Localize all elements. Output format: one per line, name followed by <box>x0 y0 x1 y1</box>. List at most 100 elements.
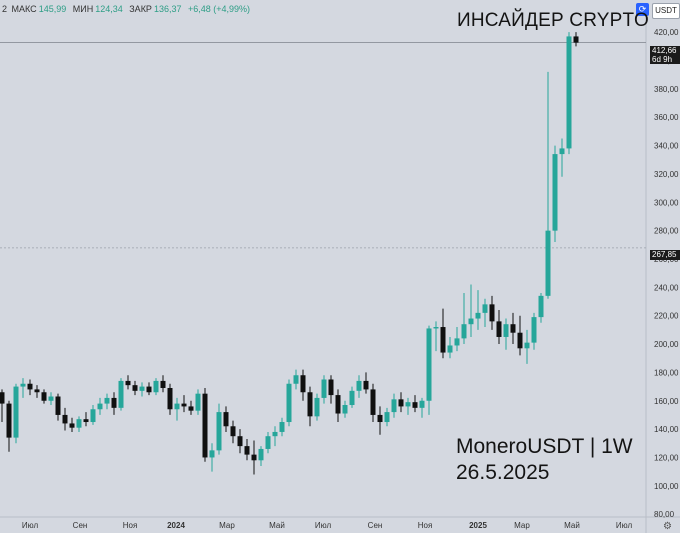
candle-body <box>573 36 579 43</box>
candle-body <box>13 386 19 438</box>
candle-body <box>356 380 362 391</box>
candle-body <box>510 324 516 333</box>
candle-body <box>433 327 439 329</box>
candle-body <box>62 414 68 424</box>
candle-body <box>174 403 180 410</box>
candle-body <box>349 390 355 406</box>
candle-body <box>468 318 474 325</box>
candle-body <box>55 396 61 415</box>
y-tick-label: 420,00 <box>654 28 679 37</box>
candle-body <box>41 392 47 401</box>
candle-body <box>139 386 145 391</box>
high-value: 145,99 <box>38 4 67 14</box>
candle-body <box>328 379 334 396</box>
candle-body <box>517 332 523 349</box>
y-tick-label: 380,00 <box>654 85 679 94</box>
x-tick-label: Сен <box>368 521 383 530</box>
candle-body <box>447 345 453 353</box>
candle-body <box>363 380 369 390</box>
candle-body <box>230 426 236 437</box>
candle-body <box>503 324 509 337</box>
y-tick-label: 320,00 <box>654 170 679 179</box>
y-tick-label: 300,00 <box>654 198 679 207</box>
candle-body <box>76 419 82 428</box>
candle-body <box>111 397 117 408</box>
candle-body <box>405 402 411 407</box>
candle-body <box>489 304 495 322</box>
y-tick-label: 220,00 <box>654 312 679 321</box>
candle-body <box>244 446 250 455</box>
candle-body <box>34 389 40 393</box>
y-tick-label: 180,00 <box>654 368 679 377</box>
candle-body <box>195 393 201 411</box>
candle-body <box>482 304 488 313</box>
candle-body <box>223 412 229 427</box>
candle-body <box>419 400 425 408</box>
x-tick-label: Ноя <box>418 521 433 530</box>
candle-body <box>461 324 467 339</box>
candle-body <box>6 403 12 438</box>
candle-body <box>545 230 551 296</box>
candle-body <box>90 409 96 423</box>
candle-body <box>97 403 103 410</box>
low-value: 124,34 <box>95 4 123 14</box>
x-tick-label: Май <box>564 521 580 530</box>
x-tick-label: 2025 <box>469 521 487 530</box>
crosshair-price-tag: 267,85 <box>650 250 680 260</box>
candle-body <box>531 317 537 343</box>
watermark-date: 26.5.2025 <box>456 461 550 484</box>
candle-body <box>412 402 418 408</box>
y-tick-label: 160,00 <box>654 397 679 406</box>
candle-body <box>132 385 138 391</box>
candle-body <box>475 312 481 319</box>
change-value: +6,48 (+4,99%) <box>187 4 251 14</box>
candle-body <box>440 327 446 353</box>
candle-body <box>314 397 320 417</box>
candle-body <box>160 380 166 388</box>
x-tick-label: Июл <box>315 521 332 530</box>
candle-body <box>384 412 390 423</box>
candle-body <box>342 405 348 414</box>
candle-body <box>454 338 460 346</box>
watermark-pair: MoneroUSDT | 1W <box>456 435 633 458</box>
settings-icon[interactable]: ⚙ <box>663 521 672 532</box>
x-tick-label: Мар <box>219 521 235 530</box>
candle-body <box>426 328 432 401</box>
candle-body <box>237 436 243 447</box>
candle-body <box>125 380 131 386</box>
candle-body <box>307 392 313 417</box>
candle-body <box>335 395 341 414</box>
candle-body <box>188 406 194 411</box>
current-price-tag: 412,66 6d 9h <box>650 46 680 64</box>
candle-body <box>0 392 5 404</box>
candle-body <box>20 383 26 387</box>
candle-body <box>377 414 383 423</box>
refresh-icon[interactable]: ⟳ <box>636 3 649 16</box>
y-tick-label: 100,00 <box>654 482 679 491</box>
y-tick-label: 120,00 <box>654 453 679 462</box>
candle-body <box>272 431 278 437</box>
candle-body <box>48 396 54 401</box>
ohlc-legend: 2 МАКС 145,99 МИН 124,34 ЗАКР 136,37 +6,48 … <box>0 0 642 18</box>
low-label: МИН <box>72 4 94 14</box>
candle-body <box>209 450 215 458</box>
candle-body <box>118 380 124 408</box>
candle-body <box>559 148 565 155</box>
countdown: 6d 9h <box>652 55 673 64</box>
candle-body <box>293 375 299 384</box>
candle-body <box>202 393 208 458</box>
candle-body <box>216 412 222 451</box>
candle-body <box>566 36 572 149</box>
candle-body <box>286 383 292 423</box>
x-tick-label: Мар <box>514 521 530 530</box>
y-tick-label: 280,00 <box>654 227 679 236</box>
candle-body <box>258 448 264 461</box>
candle-body <box>524 342 530 349</box>
y-tick-label: 240,00 <box>654 283 679 292</box>
y-tick-label: 80,00 <box>654 510 675 519</box>
ohlc-prefix: 2 <box>2 4 8 14</box>
candle-body <box>167 387 173 410</box>
candle-body <box>146 386 152 393</box>
y-tick-label: 360,00 <box>654 113 679 122</box>
